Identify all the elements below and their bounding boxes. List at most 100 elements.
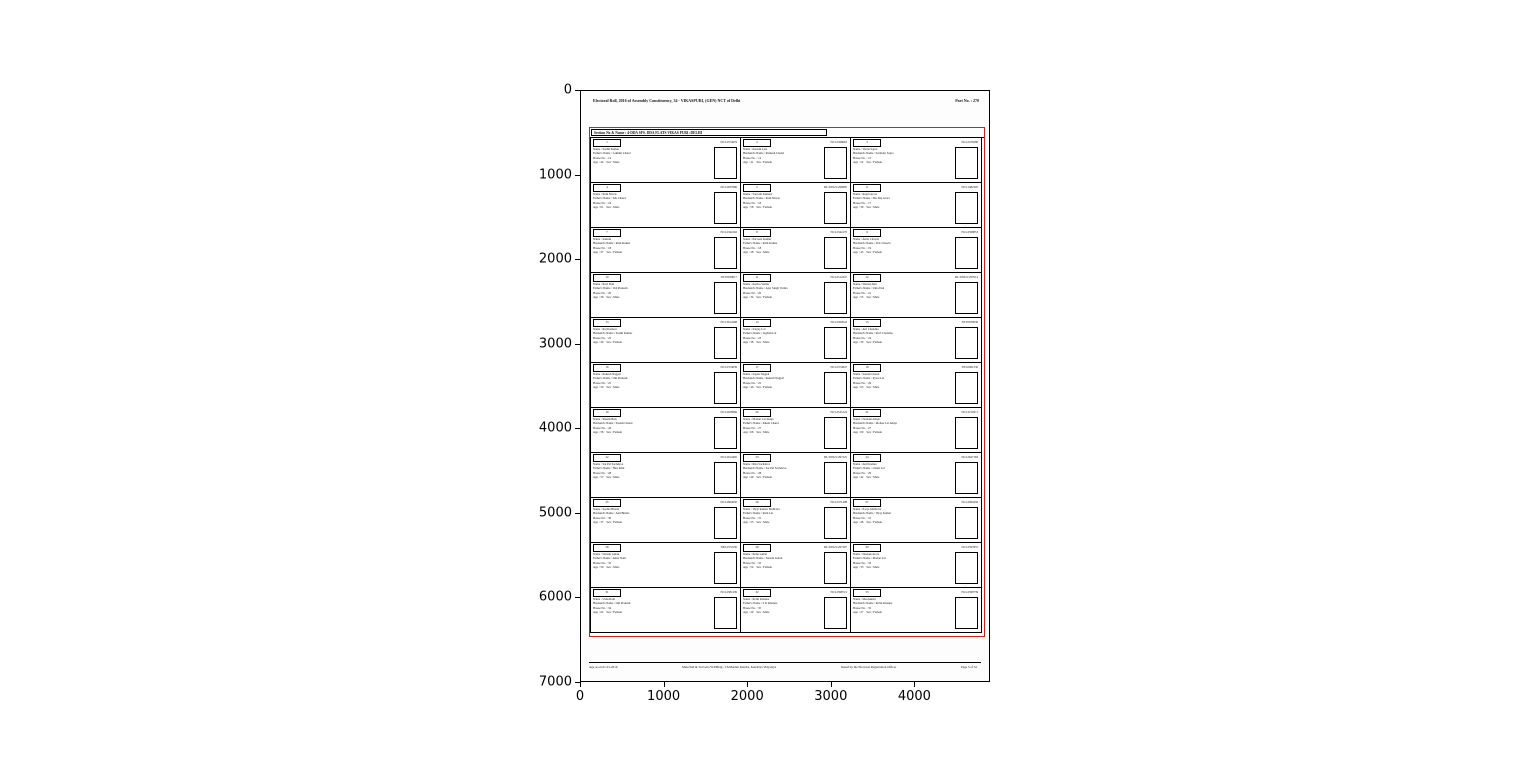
voter-card: 31 NCL2581439 Name : Usha Rani Husband's… bbox=[590, 588, 741, 633]
voter-name: Name : Ram Niwas bbox=[593, 192, 617, 196]
voter-name: Name : Meenakshi bbox=[853, 597, 876, 601]
voter-card: 6 NCL1482305 Name : Rajan Arora Father's… bbox=[851, 183, 982, 228]
epic-number: NCL2374647 bbox=[830, 365, 848, 369]
epic-number: NCL2690456 bbox=[961, 500, 979, 504]
x-tick-mark bbox=[830, 682, 832, 687]
epic-number: NCL2344162 bbox=[720, 230, 738, 234]
voter-relation: Father's Name : Uma Datt bbox=[853, 286, 885, 291]
serial-number-box: 30 bbox=[853, 544, 881, 552]
voter-photo-box bbox=[714, 147, 737, 179]
voter-card: 32 NCL2598721 Name : Rohit Khanna Father… bbox=[741, 588, 851, 633]
voter-photo-box bbox=[955, 372, 978, 404]
voter-photo-box bbox=[714, 552, 737, 584]
serial-number-box: 1 bbox=[593, 139, 621, 147]
voter-relation: Father's Name : Lakhmi Chand bbox=[593, 151, 631, 156]
voter-name: Name : Sushil Kumar bbox=[593, 147, 620, 151]
y-tick-label: 4000 bbox=[538, 420, 572, 436]
y-tick-label: 5000 bbox=[538, 505, 572, 521]
serial-number-box: 13 bbox=[593, 319, 621, 327]
voter-house: House No. : 14 bbox=[593, 155, 612, 160]
voter-fields: Name : Usha Rani Husband's Name : Om Pra… bbox=[593, 597, 713, 614]
voter-photo-box bbox=[824, 192, 847, 224]
voter-card: 28 NEL2372230 Name : Naresh Gulati Fathe… bbox=[590, 543, 741, 588]
voter-relation: Father's Name : Des Raj Arora bbox=[853, 196, 890, 201]
voter-card: 17 NCL2374647 Name : Sapna Nagpal Husban… bbox=[741, 363, 851, 408]
voter-age-sex: Age : 58 Sex : Female bbox=[743, 205, 772, 210]
epic-number: NCL2512447 bbox=[830, 275, 848, 279]
voter-house: House No. : 20 bbox=[593, 290, 612, 295]
voter-house: House No. : 19 bbox=[853, 245, 872, 250]
voter-photo-box bbox=[955, 192, 978, 224]
voter-fields: Name : Shashi Bala Husband's Name : Sure… bbox=[593, 417, 713, 434]
voter-fields: Name : Sanjay Lal Father's Name : Jagdis… bbox=[743, 327, 823, 344]
voter-photo-box bbox=[955, 237, 978, 269]
voter-card: 20 NCL2545124 Name : Mohan Lal Ahuja Fat… bbox=[741, 408, 851, 453]
voter-name: Name : Anil Kumar bbox=[853, 462, 877, 466]
serial-number-box: 25 bbox=[593, 499, 621, 507]
voter-fields: Name : Meenakshi Husband's Name : Rohit … bbox=[853, 597, 954, 614]
voter-photo-box bbox=[714, 597, 737, 629]
y-tick-mark bbox=[575, 90, 580, 91]
voter-fields: Name : Pooja Malhotra Husband's Name : V… bbox=[853, 507, 954, 524]
voter-house: House No. : 16 bbox=[593, 200, 612, 205]
voter-photo-box bbox=[955, 327, 978, 359]
voter-photo-box bbox=[824, 372, 847, 404]
epic-number: NTT0930630 bbox=[961, 320, 978, 324]
voter-photo-box bbox=[955, 282, 978, 314]
serial-number-box: 28 bbox=[593, 544, 621, 552]
serial-number-box: 31 bbox=[593, 589, 621, 597]
epic-number: NCL2598721 bbox=[830, 590, 848, 594]
voter-relation: Husband's Name : Om Prakash bbox=[593, 601, 631, 606]
voter-fields: Name : Naresh Gulati Father's Name : Ama… bbox=[593, 552, 713, 569]
voter-house: House No. : 17 bbox=[853, 200, 872, 205]
voter-name: Name : Raj Kumari bbox=[593, 327, 617, 331]
voter-age-sex: Age : 53 Sex : Male bbox=[743, 520, 770, 525]
voter-name: Name : Suresh Chand bbox=[853, 372, 880, 376]
epic-number: NCL1482305 bbox=[961, 185, 979, 189]
y-tick-label: 3000 bbox=[538, 336, 572, 352]
voter-photo-box bbox=[824, 327, 847, 359]
voter-name: Name : Arti Chandna bbox=[853, 327, 879, 331]
x-tick-label: 0 bbox=[575, 689, 585, 704]
y-tick-label: 0 bbox=[563, 82, 572, 98]
serial-number-box: 7 bbox=[593, 229, 621, 237]
part-number: Part No. : 270 bbox=[955, 98, 979, 103]
voter-house: House No. : 28 bbox=[593, 470, 612, 475]
voter-age-sex: Age : 50 Sex : Male bbox=[593, 385, 620, 390]
voter-photo-box bbox=[714, 462, 737, 494]
voter-card: 5 DL/03/021/296685 Name : Santosh Kumari… bbox=[741, 183, 851, 228]
epic-number: NTT0930617 bbox=[720, 275, 737, 279]
epic-number: NCL2647183 bbox=[961, 455, 979, 459]
voter-relation: Father's Name : Pyare Lal bbox=[853, 376, 885, 381]
voter-age-sex: Age : 45 Sex : Female bbox=[853, 250, 882, 255]
voter-age-sex: Age : 40 Sex : Female bbox=[593, 340, 622, 345]
voter-relation: Father's Name : Ram Kumar bbox=[743, 241, 778, 246]
voter-card: 7 NCL2344162 Name : Sudesh Husband's Nam… bbox=[590, 228, 741, 273]
voter-card: 1 NCL2574679 Name : Sushil Kumar Father'… bbox=[590, 138, 741, 183]
voter-relation: Father's Name : Madan Lal bbox=[853, 556, 886, 561]
voter-name: Name : Ritu Sachdeva bbox=[743, 462, 770, 466]
section-header: Section No & Name : 4-DDA SFS. DDA FLATS… bbox=[591, 129, 827, 136]
x-tick-mark bbox=[914, 682, 916, 687]
x-tick-mark bbox=[747, 682, 749, 687]
voter-house: House No. : 20 bbox=[743, 290, 762, 295]
voter-house: House No. : 18 bbox=[743, 245, 762, 250]
voter-relation: Husband's Name : Rohit Khanna bbox=[853, 601, 893, 606]
voter-photo-box bbox=[714, 327, 737, 359]
serial-number-box: 8 bbox=[743, 229, 771, 237]
voter-age-sex: Age : 33 Sex : Male bbox=[853, 565, 880, 570]
voter-photo-box bbox=[824, 462, 847, 494]
voter-card: 22 NCL2614465 Name : Sat Pal Sachdeva Fa… bbox=[590, 453, 741, 498]
voter-relation: Husband's Name : Ram Kumar bbox=[593, 241, 631, 246]
voter-card: 11 NCL2512447 Name : Kavita Verma Husban… bbox=[741, 273, 851, 318]
voter-relation: Father's Name : Chuni Lal bbox=[853, 466, 885, 471]
y-tick-label: 6000 bbox=[538, 589, 572, 605]
voter-fields: Name : Vijay Kumar Malhotra Father's Nam… bbox=[743, 507, 823, 524]
epic-number: NCL2598853 bbox=[961, 230, 979, 234]
voter-name: Name : Rohit Khanna bbox=[743, 597, 770, 601]
voter-name: Name : Rakesh Nagpal bbox=[593, 372, 621, 376]
voter-age-sex: Age : 52 Sex : Female bbox=[853, 160, 882, 165]
voter-house: House No. : 29 bbox=[853, 470, 872, 475]
voter-age-sex: Age : 58 Sex : Female bbox=[593, 430, 622, 435]
serial-number-box: 2 bbox=[743, 139, 771, 147]
